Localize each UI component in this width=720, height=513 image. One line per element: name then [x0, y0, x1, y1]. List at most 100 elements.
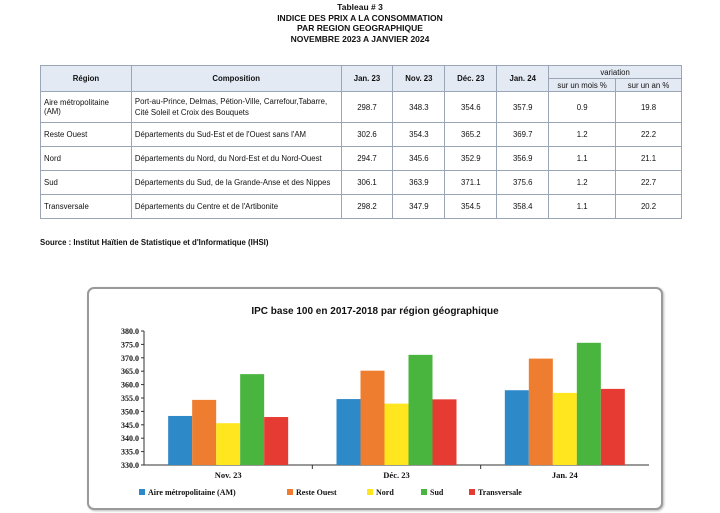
- table-row: Transversale Départements du Centre et d…: [40, 194, 682, 219]
- y-tick-label: 375.0: [121, 340, 139, 349]
- bar: [504, 390, 529, 465]
- header-nov23: Nov. 23: [392, 65, 446, 92]
- header-jan24: Jan. 24: [496, 65, 550, 92]
- x-tick-label: Déc. 23: [383, 470, 409, 480]
- bar: [360, 370, 385, 465]
- table-period: NOVEMBRE 2023 A JANVIER 2024: [290, 33, 430, 44]
- cell-jan24: 357.9: [496, 91, 550, 123]
- bar: [168, 415, 193, 465]
- legend-swatch: [287, 489, 293, 495]
- bar: [264, 417, 289, 465]
- cell-variation-year: 22.2: [615, 122, 682, 147]
- cell-variation-month: 1.1: [548, 194, 617, 219]
- cell-jan24: 375.6: [496, 170, 550, 195]
- cell-region: Aire métropolitaine (AM): [40, 91, 132, 123]
- bar: [408, 354, 433, 465]
- cell-composition: Départements du Centre et de l'Artibonit…: [130, 194, 342, 219]
- cell-nov23: 354.3: [392, 122, 446, 147]
- cell-dec23: 365.2: [444, 122, 498, 147]
- cell-nov23: 345.6: [392, 146, 446, 171]
- cell-jan23: 302.6: [340, 122, 394, 147]
- cell-variation-year: 21.1: [615, 146, 682, 171]
- chart-panel: IPC base 100 en 2017-2018 par région géo…: [87, 287, 663, 510]
- y-tick-label: 335.0: [121, 448, 139, 457]
- table-row: Sud Départements du Sud, de la Grande-An…: [40, 170, 682, 195]
- cell-region: Transversale: [40, 194, 132, 219]
- table-row: Nord Départements du Nord, du Nord-Est e…: [40, 146, 682, 171]
- cell-variation-month: 1.1: [548, 146, 617, 171]
- cell-composition: Port-au-Prince, Delmas, Pétion-Ville, Ca…: [130, 91, 342, 123]
- y-tick-label: 345.0: [121, 421, 139, 430]
- bar: [552, 392, 577, 465]
- ipc-bar-chart: IPC base 100 en 2017-2018 par région géo…: [121, 306, 649, 497]
- cell-jan24: 369.7: [496, 122, 550, 147]
- cell-variation-month: 1.2: [548, 122, 617, 147]
- y-tick-label: 330.0: [121, 461, 139, 470]
- table-subtitle: PAR REGION GEOGRAPHIQUE: [297, 23, 423, 33]
- table-title-block: Tableau # 3 INDICE DES PRIX A LA CONSOMM…: [0, 2, 720, 44]
- cell-jan23: 306.1: [340, 170, 394, 195]
- y-tick-label: 380.0: [121, 327, 139, 336]
- table-number: Tableau # 3: [337, 2, 383, 12]
- cell-jan23: 294.7: [340, 146, 394, 171]
- y-tick-label: 355.0: [121, 394, 139, 403]
- cell-region: Reste Ouest: [40, 122, 132, 147]
- cell-composition: Départements du Sud, de la Grande-Anse e…: [130, 170, 342, 195]
- cell-dec23: 371.1: [444, 170, 498, 195]
- cell-variation-year: 20.2: [615, 194, 682, 219]
- y-tick-label: 350.0: [121, 407, 139, 416]
- legend-swatch: [139, 489, 145, 495]
- cell-jan23: 298.7: [340, 91, 394, 123]
- y-tick-label: 340.0: [121, 434, 139, 443]
- cell-variation-month: 0.9: [548, 91, 617, 123]
- cell-jan24: 358.4: [496, 194, 550, 219]
- cell-region: Nord: [40, 146, 132, 171]
- y-tick-label: 360.0: [121, 381, 139, 390]
- cell-dec23: 354.6: [444, 91, 498, 123]
- legend-swatch: [367, 489, 373, 495]
- cell-nov23: 347.9: [392, 194, 446, 219]
- bar: [336, 399, 361, 465]
- cell-nov23: 363.9: [392, 170, 446, 195]
- y-tick-label: 370.0: [121, 354, 139, 363]
- bar: [192, 399, 217, 465]
- legend-label: Aire métropolitaine (AM): [148, 488, 236, 497]
- cell-dec23: 352.9: [444, 146, 498, 171]
- header-variation: variation: [548, 65, 682, 79]
- legend-swatch: [421, 489, 427, 495]
- bar: [432, 399, 457, 465]
- legend-label: Transversale: [478, 488, 522, 497]
- x-tick-label: Nov. 23: [215, 470, 242, 480]
- header-region: Région: [40, 65, 132, 92]
- legend-swatch: [469, 489, 475, 495]
- header-variation-year: sur un an %: [615, 78, 682, 92]
- chart-title: IPC base 100 en 2017-2018 par région géo…: [251, 306, 499, 317]
- cell-variation-month: 1.2: [548, 170, 617, 195]
- header-variation-month: sur un mois %: [548, 78, 617, 92]
- ipc-table: Région Composition Jan. 23 Nov. 23 Déc. …: [40, 65, 682, 219]
- bar: [600, 388, 625, 465]
- bar: [384, 403, 409, 465]
- cell-region: Sud: [40, 170, 132, 195]
- header-dec23: Déc. 23: [444, 65, 498, 92]
- legend-label: Reste Ouest: [296, 488, 337, 497]
- legend-label: Nord: [376, 488, 394, 497]
- source-note: Source : Institut Haïtien de Statistique…: [40, 238, 269, 247]
- bar: [216, 423, 241, 465]
- cell-composition: Départements du Nord, du Nord-Est et du …: [130, 146, 342, 171]
- bar: [576, 342, 601, 465]
- cell-variation-year: 19.8: [615, 91, 682, 123]
- y-tick-label: 365.0: [121, 367, 139, 376]
- x-tick-label: Jan. 24: [552, 470, 579, 480]
- legend-label: Sud: [430, 488, 444, 497]
- table-title: INDICE DES PRIX A LA CONSOMMATION: [277, 12, 443, 23]
- table-row: Aire métropolitaine (AM) Port-au-Prince,…: [40, 91, 682, 123]
- cell-composition: Départements du Sud-Est et de l'Ouest sa…: [130, 122, 342, 147]
- header-composition: Composition: [130, 65, 342, 92]
- cell-nov23: 348.3: [392, 91, 446, 123]
- cell-variation-year: 22.7: [615, 170, 682, 195]
- cell-dec23: 354.5: [444, 194, 498, 219]
- cell-jan23: 298.2: [340, 194, 394, 219]
- table-row: Reste Ouest Départements du Sud-Est et d…: [40, 122, 682, 147]
- bar: [240, 374, 265, 465]
